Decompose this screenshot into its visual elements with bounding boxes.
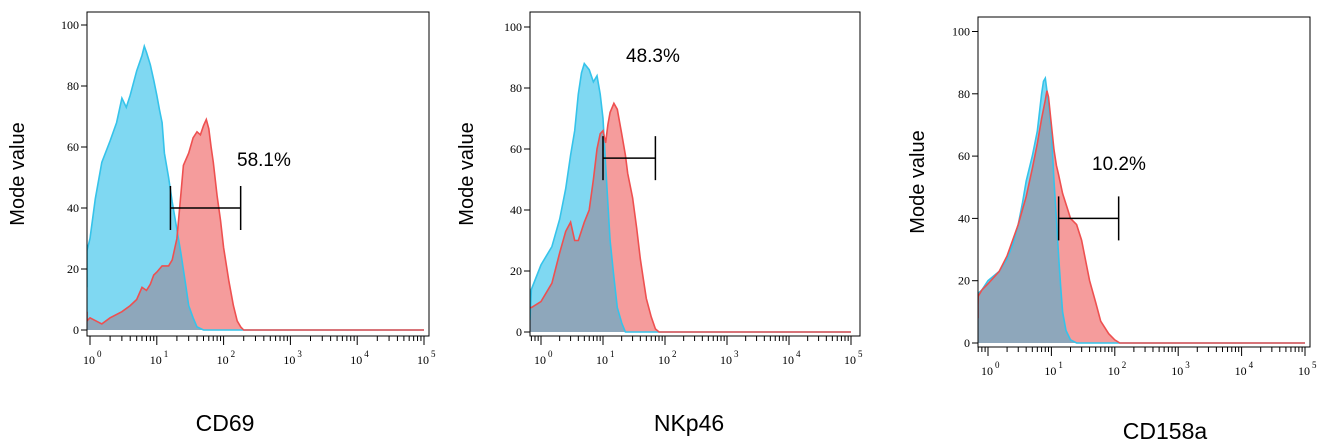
x-tick-label: 10: [844, 353, 856, 367]
x-tick-label: 10: [217, 353, 229, 367]
y-tick-label: 60: [510, 142, 522, 156]
gate-percentage: 58.1%: [237, 150, 291, 171]
overlap-region: [87, 119, 424, 330]
x-tick-exponent: 0: [995, 360, 1000, 370]
x-tick-exponent: 2: [231, 349, 236, 359]
y-tick-label: 40: [958, 211, 970, 225]
y-tick-label: 80: [958, 87, 970, 101]
stained-histogram-outline: [530, 101, 851, 333]
x-tick-label: 10: [417, 353, 429, 367]
x-tick-exponent: 3: [1185, 360, 1190, 370]
x-tick-exponent: 0: [97, 349, 102, 359]
control-histogram-outline: [978, 75, 1305, 344]
y-tick-label: 60: [67, 140, 79, 154]
y-axis-title: Mode value: [7, 122, 29, 225]
x-tick-exponent: 4: [1249, 360, 1254, 370]
y-tick-label: 0: [73, 323, 79, 337]
x-axis: 10 0 10 1 10 2 10 3 10 4 10 5: [83, 336, 436, 367]
x-tick-label: 10: [283, 353, 295, 367]
y-tick-label: 0: [964, 336, 970, 350]
control-histogram-fill: [87, 46, 424, 331]
stained-histogram-outline: [87, 117, 424, 331]
x-tick-exponent: 5: [431, 349, 436, 359]
stained-histogram-outline: [978, 90, 1305, 344]
x-tick-label: 10: [83, 353, 95, 367]
x-tick-label: 10: [1235, 364, 1247, 378]
gate-percentage: 10.2%: [1092, 154, 1146, 175]
x-axis-title: NKp46: [654, 410, 724, 436]
x-tick-exponent: 1: [1058, 360, 1063, 370]
x-tick-exponent: 2: [1122, 360, 1127, 370]
y-axis: 0 20 40 60 80 100: [61, 18, 87, 337]
y-tick-label: 20: [510, 264, 522, 278]
y-tick-label: 80: [510, 81, 522, 95]
x-axis: 10 0 10 1 10 2 10 3 10 4 10 5: [977, 347, 1317, 378]
gate-marker: [169, 186, 242, 230]
overlap-region: [978, 90, 1305, 343]
gate-percentage: 48.3%: [626, 46, 680, 67]
x-tick-label: 10: [534, 353, 546, 367]
y-tick-label: 20: [67, 262, 79, 276]
y-tick-label: 100: [504, 20, 522, 34]
y-tick-label: 0: [516, 325, 522, 339]
control-histogram-outline: [87, 43, 424, 331]
x-tick-label: 10: [981, 364, 993, 378]
plot-area: [978, 75, 1305, 344]
y-tick-label: 80: [67, 79, 79, 93]
x-tick-exponent: 3: [734, 349, 739, 359]
y-tick-label: 100: [61, 18, 79, 32]
y-axis: 0 20 40 60 80 100: [952, 25, 978, 350]
x-tick-exponent: 1: [164, 349, 169, 359]
x-tick-exponent: 1: [610, 349, 615, 359]
x-tick-exponent: 4: [364, 349, 369, 359]
x-tick-exponent: 5: [1312, 360, 1317, 370]
x-tick-label: 10: [720, 353, 732, 367]
x-tick-exponent: 2: [672, 349, 677, 359]
control-histogram-outline: [530, 61, 851, 333]
x-tick-label: 10: [350, 353, 362, 367]
x-tick-label: 10: [1108, 364, 1120, 378]
plot-area: [87, 43, 424, 331]
y-axis: 0 20 40 60 80 100: [504, 20, 530, 339]
x-tick-exponent: 0: [548, 349, 553, 359]
x-tick-label: 10: [1044, 364, 1056, 378]
x-axis: 10 0 10 1 10 2 10 3 10 4 10 5: [530, 336, 863, 367]
x-tick-exponent: 5: [858, 349, 863, 359]
y-tick-label: 40: [67, 201, 79, 215]
y-tick-label: 100: [952, 25, 970, 39]
y-axis-title: Mode value: [456, 122, 478, 225]
x-tick-exponent: 4: [796, 349, 801, 359]
plot-frame: [977, 16, 1311, 348]
x-tick-label: 10: [658, 353, 670, 367]
plot-area: [530, 61, 851, 333]
gate-marker: [602, 136, 657, 181]
y-tick-label: 40: [510, 203, 522, 217]
x-tick-label: 10: [150, 353, 162, 367]
x-axis-title: CD69: [196, 410, 255, 436]
x-tick-label: 10: [596, 353, 608, 367]
x-axis-title: CD158a: [1123, 418, 1208, 444]
x-tick-label: 10: [782, 353, 794, 367]
y-tick-label: 20: [958, 274, 970, 288]
x-tick-exponent: 3: [297, 349, 302, 359]
x-tick-label: 10: [1298, 364, 1310, 378]
y-tick-label: 60: [958, 149, 970, 163]
plot-frame: [86, 11, 430, 337]
y-axis-title: Mode value: [907, 130, 929, 233]
gate-marker: [1057, 196, 1120, 241]
x-tick-label: 10: [1171, 364, 1183, 378]
